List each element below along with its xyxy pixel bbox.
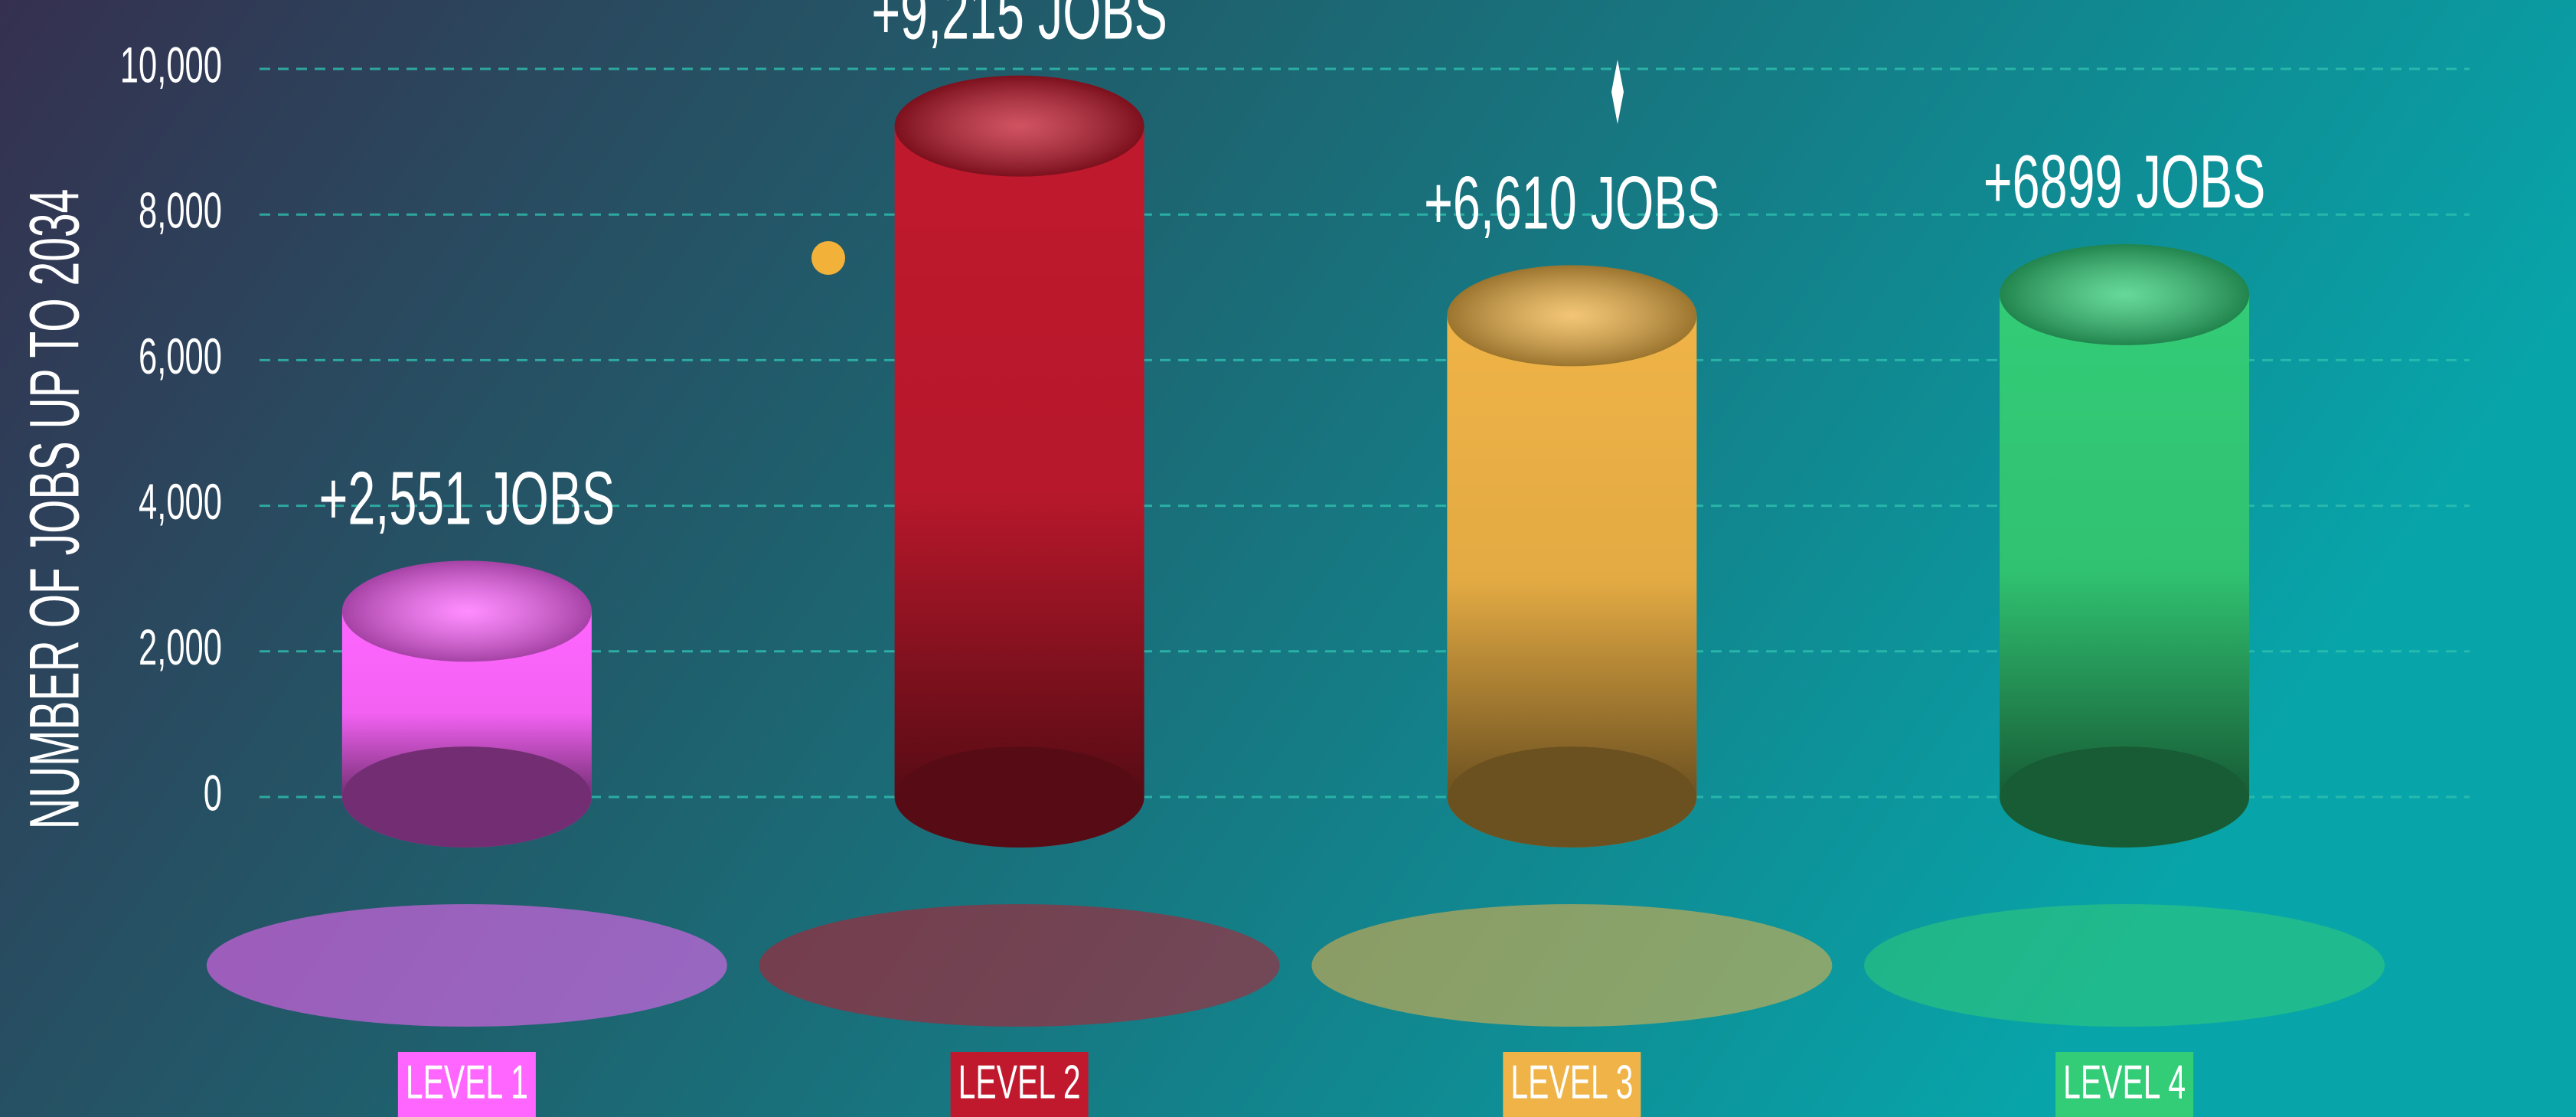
bar-top-shade: [342, 560, 592, 661]
y-tick-label: 10,000: [120, 36, 222, 93]
x-tick-group: LEVEL 2: [958, 1056, 1081, 1109]
y-tick-label: 6,000: [139, 328, 222, 384]
y-tick-label: 4,000: [139, 473, 222, 530]
bar-top-shade: [895, 76, 1144, 177]
bar-shade: [2000, 295, 2249, 797]
x-tick-label: LEVEL 2: [958, 1056, 1081, 1109]
bar-bottom-shade: [895, 746, 1144, 848]
bar-bottom-shade: [1447, 746, 1696, 848]
chart: NUMBER OF JOBS UP TO 2034 0 2,000 4,000 6,0…: [0, 0, 2576, 1117]
x-tick-label: LEVEL 4: [2063, 1056, 2186, 1109]
value-label: +9,215 JOBS: [871, 0, 1167, 55]
y-tick-group: 10,000: [120, 36, 222, 93]
bar-shade: [895, 126, 1144, 797]
bar-top-shade: [1447, 265, 1696, 366]
value-label-group: +6,610 JOBS: [1424, 161, 1719, 245]
x-tick-group: LEVEL 4: [2063, 1056, 2186, 1109]
bar-bottom-shade: [2000, 746, 2249, 848]
value-label-group: +6899 JOBS: [1983, 139, 2266, 224]
bar-top-shade: [2000, 244, 2249, 345]
x-tick-group: LEVEL 3: [1510, 1056, 1633, 1109]
y-axis-title-group: NUMBER OF JOBS UP TO 2034: [16, 189, 94, 830]
y-tick-group: 4,000: [139, 473, 222, 530]
y-tick-group: 6,000: [139, 328, 222, 384]
value-label: +6,610 JOBS: [1424, 161, 1719, 245]
y-tick-group: 8,000: [139, 181, 222, 238]
value-label: +6899 JOBS: [1983, 139, 2266, 224]
splash: [1311, 904, 1832, 1027]
value-label: +2,551 JOBS: [319, 456, 615, 541]
y-tick-label: 8,000: [139, 181, 222, 238]
x-tick-label: LEVEL 1: [406, 1056, 528, 1109]
value-label-group: +2,551 JOBS: [319, 456, 615, 541]
y-tick-label: 2,000: [139, 619, 222, 675]
y-axis-title: NUMBER OF JOBS UP TO 2034: [16, 189, 94, 830]
x-tick-label: LEVEL 3: [1510, 1056, 1633, 1109]
splash: [207, 904, 727, 1027]
bar-bottom-shade: [342, 746, 592, 848]
star-decoration: [811, 241, 845, 275]
y-tick-group: 0: [204, 764, 222, 821]
splash: [759, 904, 1280, 1027]
value-label-group: +9,215 JOBS: [871, 0, 1167, 55]
x-tick-group: LEVEL 1: [406, 1056, 528, 1109]
splash: [1864, 904, 2385, 1027]
y-tick-group: 2,000: [139, 619, 222, 675]
y-tick-label: 0: [204, 764, 222, 821]
bar-shade: [1447, 315, 1696, 797]
